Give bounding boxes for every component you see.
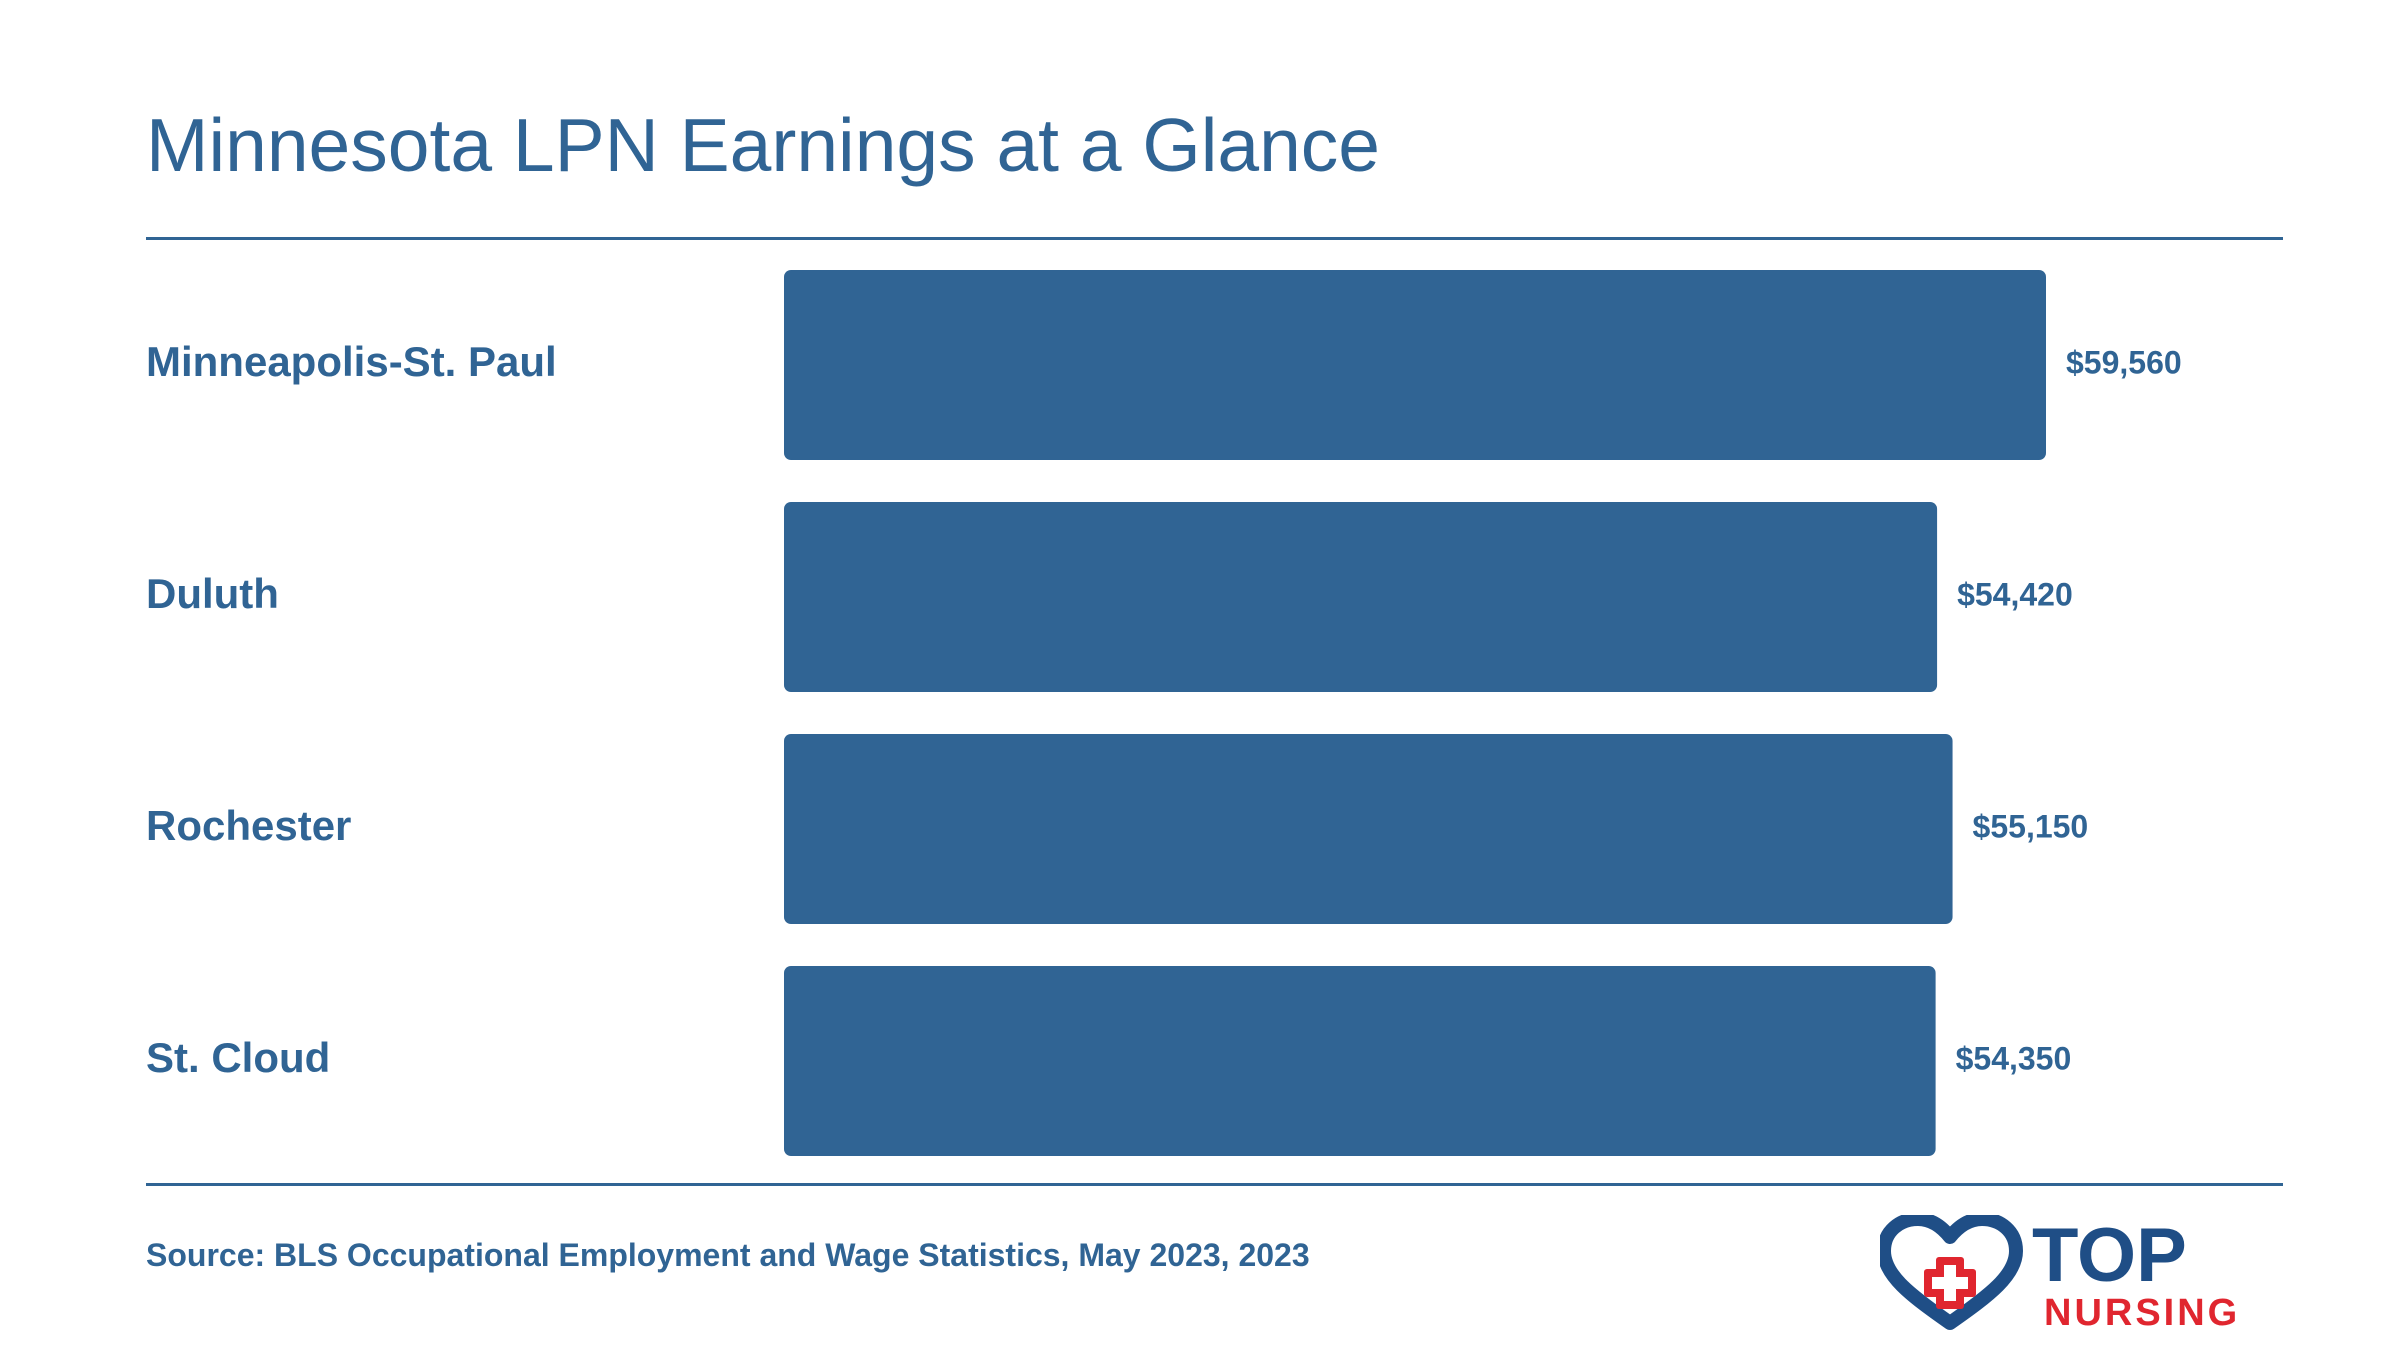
category-label-3: St. Cloud <box>146 1034 330 1081</box>
top-divider <box>146 237 2283 240</box>
category-label-2: Rochester <box>146 802 351 849</box>
bar-3 <box>784 966 1936 1156</box>
top-nursing-logo: TOP NURSING <box>1880 1215 2240 1334</box>
chart-title: Minnesota LPN Earnings at a Glance <box>146 103 1381 187</box>
bar-2 <box>784 734 1953 924</box>
bar-chart: Minneapolis-St. Paul $59,560 Duluth $54,420… <box>146 270 2182 1156</box>
logo-word-bottom: NURSING <box>2044 1292 2240 1334</box>
heart-cross-icon <box>1880 1215 2023 1330</box>
category-label-0: Minneapolis-St. Paul <box>146 338 557 385</box>
bar-0 <box>784 270 2046 460</box>
value-label-0: $59,560 <box>2066 344 2182 380</box>
value-label-3: $54,350 <box>1956 1040 2072 1076</box>
bar-1 <box>784 502 1938 692</box>
source-note: Source: BLS Occupational Employment and … <box>146 1237 1310 1273</box>
category-label-1: Duluth <box>146 570 279 617</box>
logo-word-top: TOP <box>2032 1215 2187 1298</box>
value-label-2: $55,150 <box>1973 808 2089 844</box>
bottom-divider <box>146 1183 2283 1186</box>
value-label-1: $54,420 <box>1957 576 2073 612</box>
